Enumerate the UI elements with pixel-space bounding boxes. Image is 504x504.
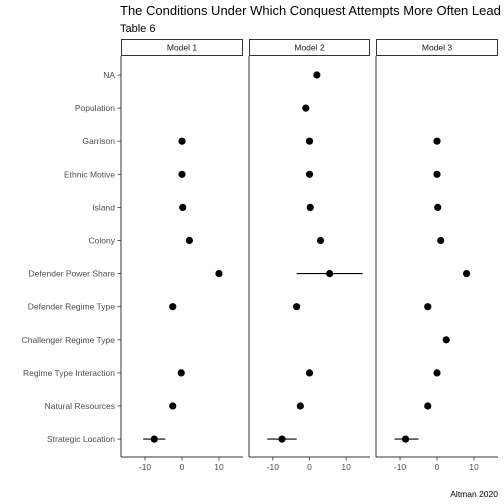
coefficient-point — [306, 203, 314, 211]
coefficient-point — [178, 137, 186, 145]
y-tick-label: Defender Regime Type — [28, 302, 116, 312]
coefficient-point — [433, 170, 441, 178]
coefficient-point — [401, 435, 410, 443]
x-tick-label: 0 — [435, 462, 440, 472]
coefficient-point — [424, 303, 432, 311]
chart-title: The Conditions Under Which Conquest Atte… — [120, 3, 504, 18]
coefficient-point — [179, 203, 187, 211]
coefficient-point — [215, 270, 223, 278]
facet-strip-label: Model 3 — [422, 43, 453, 53]
facet-strip — [121, 39, 243, 56]
y-tick-label: Island — [92, 202, 115, 212]
facet-panels: Model 1 -10 0 10 Model 2 -10 0 10 Model 3 -10 0 10 — [120, 39, 498, 472]
coefficient-point — [278, 435, 286, 443]
facet-strip-label: Model 2 — [294, 43, 325, 53]
x-tick-label: -10 — [394, 462, 407, 472]
coefficient-point — [305, 137, 314, 145]
coefficient-point — [305, 170, 314, 178]
y-tick-labels: NA Population Garrison Ethnic Motive Island C… — [22, 70, 121, 444]
coefficient-point — [169, 303, 177, 311]
facet-panel: Model 1 -10 0 10 — [120, 39, 243, 472]
y-tick-label: Regime Type Interaction — [23, 368, 115, 378]
coefficient-point — [150, 435, 158, 443]
y-tick-label: Challenger Regime Type — [22, 335, 116, 345]
chart-caption: Altman 2020 — [450, 489, 498, 499]
coefficient-point — [433, 369, 441, 377]
x-tick-label: 0 — [307, 462, 312, 472]
coefficient-point — [293, 303, 301, 311]
facet-strip-label: Model 1 — [167, 43, 198, 53]
facet-panel: Model 3 -10 0 10 — [375, 39, 498, 472]
coefficient-point — [305, 369, 314, 377]
coefficient-point — [316, 236, 325, 245]
y-tick-label: Garrison — [82, 136, 115, 146]
x-tick-label: 10 — [341, 462, 351, 472]
coefficient-point — [434, 203, 442, 211]
coefficient-point — [177, 369, 185, 377]
y-tick-label: Strategic Location — [47, 434, 115, 444]
facet-strip — [376, 39, 498, 56]
coefficient-point — [313, 71, 321, 79]
chart-subtitle: Table 6 — [120, 23, 155, 35]
y-tick-label: Population — [75, 103, 115, 113]
coefficient-point — [424, 402, 432, 410]
y-tick-label: NA — [103, 70, 115, 80]
y-tick-label: Defender Power Share — [29, 269, 116, 279]
x-tick-label: 0 — [180, 462, 185, 472]
y-tick-label: Colony — [89, 236, 116, 246]
coefficient-point — [302, 104, 310, 112]
coefficient-point — [442, 336, 450, 344]
coefficient-point — [178, 170, 186, 178]
facet-strip — [249, 39, 370, 56]
coefficient-point — [437, 236, 445, 245]
facet-panel: Model 2 -10 0 10 — [248, 39, 370, 472]
x-tick-label: 10 — [214, 462, 224, 472]
coefficient-point — [433, 137, 441, 145]
x-tick-label: 10 — [469, 462, 479, 472]
coefficient-point — [462, 270, 471, 278]
y-tick-label: Natural Resources — [45, 401, 115, 411]
coefficient-point — [169, 402, 177, 410]
coefficient-point — [296, 402, 304, 410]
x-tick-label: -10 — [267, 462, 280, 472]
x-tick-label: -10 — [139, 462, 152, 472]
coefficient-point — [185, 236, 193, 245]
coefficient-point — [326, 270, 334, 278]
y-tick-label: Ethnic Motive — [64, 169, 115, 179]
